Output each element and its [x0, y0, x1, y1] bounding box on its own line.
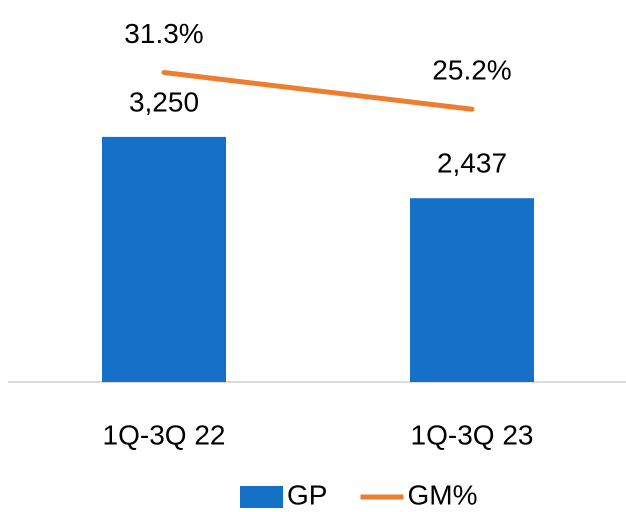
bar: [102, 136, 226, 382]
data-label: 2,437: [437, 148, 507, 179]
x-tick-label: 1Q-3Q 23: [411, 419, 534, 450]
data-label: 3,250: [129, 86, 199, 117]
data-label: 25.2%: [432, 55, 511, 86]
bar: [410, 198, 534, 382]
line: [161, 69, 475, 112]
legend-swatch: [240, 486, 283, 508]
data-label: 31.3%: [124, 18, 203, 49]
legend-label: GM%: [407, 479, 477, 510]
x-tick-label: 1Q-3Q 22: [103, 419, 226, 450]
legend-label: GP: [287, 479, 327, 510]
